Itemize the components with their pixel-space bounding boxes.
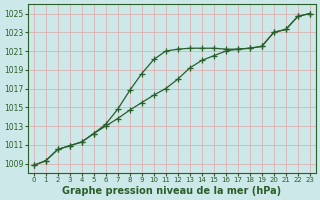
X-axis label: Graphe pression niveau de la mer (hPa): Graphe pression niveau de la mer (hPa) <box>62 186 281 196</box>
